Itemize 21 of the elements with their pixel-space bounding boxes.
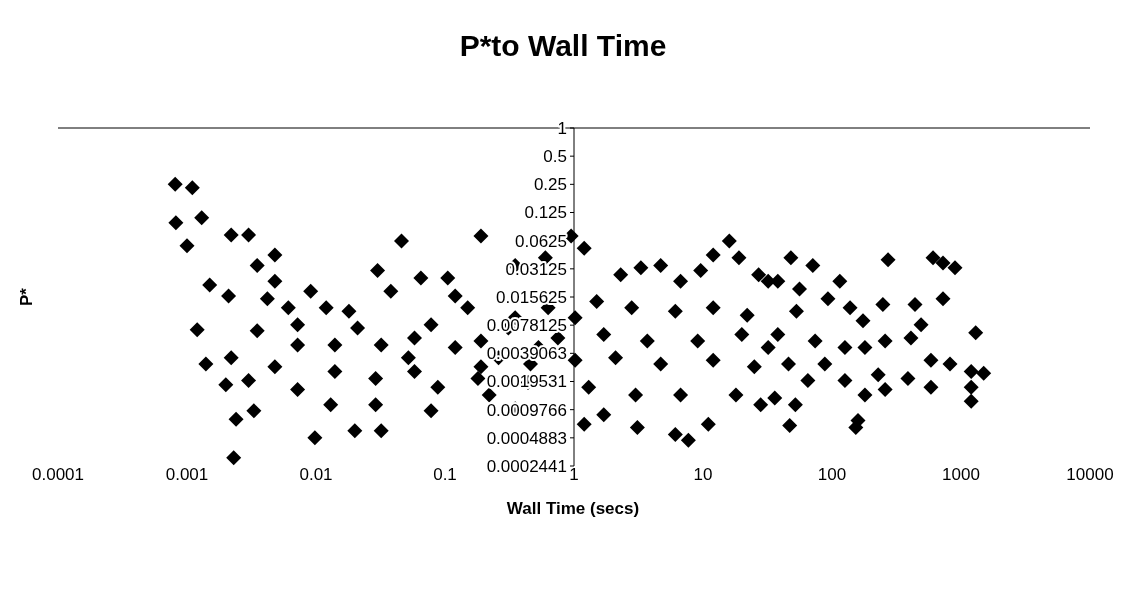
y-tick-label: 0.0625	[515, 231, 567, 251]
x-tick-label: 0.001	[165, 465, 209, 484]
y-tick-label: 0.0002441	[486, 456, 567, 476]
chart-title: P*to Wall Time	[459, 29, 667, 62]
y-tick-label: 0.5	[543, 147, 567, 167]
x-tick-label: 10000	[1066, 465, 1114, 484]
x-tick-label: 1000	[942, 465, 980, 484]
y-tick-label: 1	[557, 118, 567, 138]
x-axis-title: Wall Time (secs)	[506, 499, 640, 518]
x-tick-label: 1	[569, 465, 579, 484]
y-tick-label: 0.125	[524, 203, 567, 223]
x-tick-label: 100	[817, 465, 847, 484]
y-tick-label: 0.0004883	[486, 428, 567, 448]
y-tick-label: 0.03125	[505, 259, 567, 279]
x-tick-label: 10	[693, 465, 713, 484]
x-tick-label: 0.1	[433, 465, 457, 484]
x-tick-label: 0.01	[299, 465, 333, 484]
y-tick-label: 0.015625	[496, 287, 567, 307]
y-tick-label: 0.25	[533, 175, 567, 195]
y-axis-title: P*	[17, 287, 36, 306]
x-tick-label: 0.0001	[32, 465, 84, 484]
